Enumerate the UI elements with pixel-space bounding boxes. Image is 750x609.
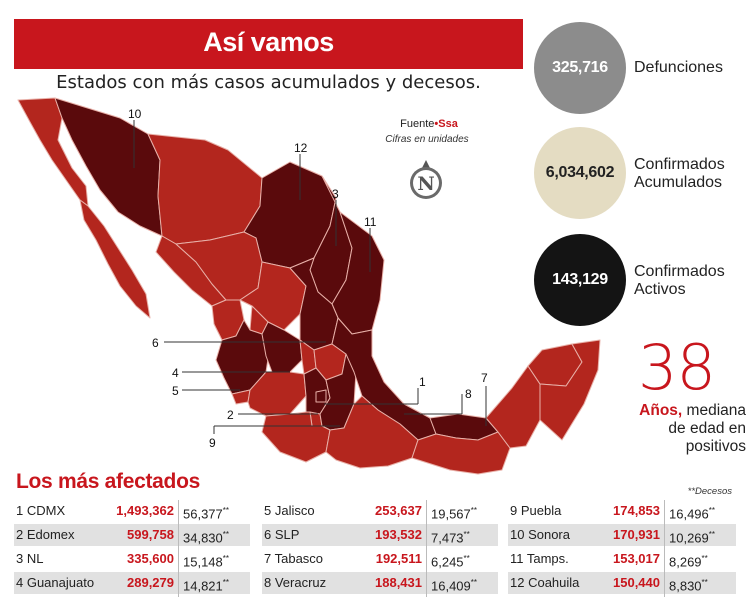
map-label-8: 8 [465,387,472,401]
table-row: 11 Tamps. 153,017 8,269** [508,548,736,574]
subtitle: Estados con más casos acumulados y deces… [56,72,481,93]
source-name: •Ssa [434,118,458,130]
table-row: 12 Coahuila 150,440 8,830** [508,572,736,598]
affected-table: 1 CDMX 1,493,362 56,377** 2 Edomex 599,758 3… [14,500,736,600]
map-label-10: 10 [128,107,142,121]
source-line: Fuente•Ssa [384,118,474,130]
map-label-1: 1 [419,375,426,389]
map-label-9: 9 [209,436,216,450]
source-note: Cifras en unidades [385,134,469,145]
table-row: 6 SLP 193,532 7,473** [262,524,498,550]
state-cdmx [315,389,327,403]
table-row: 9 Puebla 174,853 16,496** [508,500,736,526]
state-chihuahua [147,133,263,245]
source-prefix: Fuente [400,118,435,130]
state-chiapas [411,431,511,475]
map-label-7: 7 [481,371,488,385]
table-column-1: 1 CDMX 1,493,362 56,377** 2 Edomex 599,758 3… [14,500,250,598]
table-row: 8 Veracruz 188,431 16,409** [262,572,498,598]
stat-circle-active: 143,129 [534,234,626,326]
stat-label-active: Confirmados Activos [634,263,725,298]
map-label-6: 6 [152,336,159,350]
map-label-4: 4 [172,366,179,380]
stat-label-confirmed: Confirmados Acumulados [634,156,725,191]
table-row: 5 Jalisco 253,637 19,567** [262,500,498,526]
table-row: 4 Guanajuato 289,279 14,821** [14,572,250,598]
compass-letter: N [417,173,434,195]
state-quintana-roo [539,339,601,441]
table-column-2: 5 Jalisco 253,637 19,567** 6 SLP 193,532 7,4… [262,500,498,598]
stat-circle-deaths: 325,716 [534,22,626,114]
table-row: 10 Sonora 170,931 10,269** [508,524,736,550]
median-age-caption: Años, mediana de edad en positivos [639,402,746,455]
map-label-2: 2 [227,408,234,422]
map-label-5: 5 [172,384,179,398]
table-column-3: 9 Puebla 174,853 16,496** 10 Sonora 170,931… [508,500,736,598]
map-label-12: 12 [294,141,308,155]
page-title: Así vamos [203,27,334,57]
table-row: 3 NL 335,600 15,148** [14,548,250,574]
map-label-3: 3 [332,187,339,201]
stat-circle-confirmed: 6,034,602 [534,127,626,219]
state-guanajuato [261,321,303,373]
table-row: 7 Tabasco 192,511 6,245** [262,548,498,574]
stat-label-deaths: Defunciones [634,59,723,76]
median-age-value: 38 [638,331,716,404]
title-banner: Así vamos [14,19,523,69]
state-guerrero [261,411,331,463]
table-row: 2 Edomex 599,758 34,830** [14,524,250,550]
map-label-11: 11 [364,215,377,229]
section-title: Los más afectados [16,470,200,493]
table-row: 1 CDMX 1,493,362 56,377** [14,500,250,526]
mexico-map: 10 12 3 11 6 4 5 2 9 1 8 7 [17,97,601,475]
state-baja-california-sur [79,199,151,319]
deaths-note: **Decesos [687,486,732,497]
north-compass-icon: N [410,160,442,199]
